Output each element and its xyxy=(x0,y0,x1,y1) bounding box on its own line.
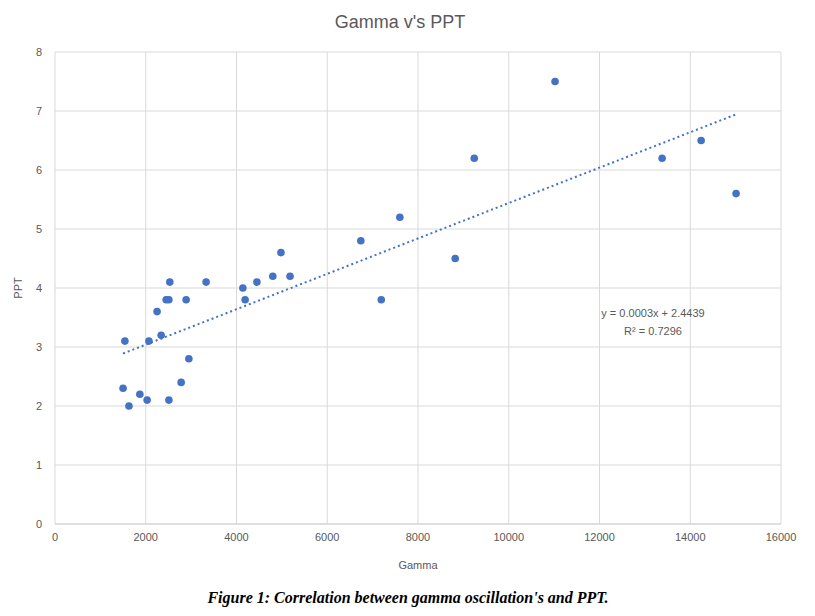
x-grid-line xyxy=(690,52,691,524)
scatter-point xyxy=(202,278,210,286)
scatter-point xyxy=(165,296,173,304)
scatter-point xyxy=(286,272,294,280)
x-tick-label: 8000 xyxy=(406,531,430,543)
y-tick-label: 3 xyxy=(36,341,42,353)
scatter-point xyxy=(153,308,161,316)
x-grid-line xyxy=(55,52,56,524)
scatter-point xyxy=(166,278,174,286)
x-grid-line xyxy=(508,52,509,524)
scatter-point xyxy=(269,272,277,280)
x-tick-label: 4000 xyxy=(224,531,248,543)
y-tick-label: 7 xyxy=(36,105,42,117)
scatter-point xyxy=(121,337,129,345)
x-grid-line xyxy=(418,52,419,524)
scatter-point xyxy=(182,296,190,304)
scatter-point xyxy=(239,284,247,292)
x-grid-line xyxy=(145,52,146,524)
grid xyxy=(55,52,781,524)
x-grid-line xyxy=(599,52,600,524)
title: Gamma v's PPT xyxy=(335,12,465,32)
x-tick-label: 10000 xyxy=(493,531,524,543)
caption: Figure 1: Correlation between gamma osci… xyxy=(206,589,608,607)
scatter-point xyxy=(396,213,404,221)
annotation: y = 0.0003x + 2.4439 xyxy=(601,307,704,319)
scatter-point xyxy=(697,137,705,145)
x-grid-line xyxy=(236,52,237,524)
x-tick-label: 12000 xyxy=(584,531,615,543)
x-grid-line xyxy=(327,52,328,524)
scatter-point xyxy=(241,296,249,304)
y-tick-label: 1 xyxy=(36,459,42,471)
x-axis-label: Gamma xyxy=(398,559,438,571)
y-tick-label: 0 xyxy=(36,518,42,530)
scatter-point xyxy=(119,385,127,393)
x-tick-label: 6000 xyxy=(315,531,339,543)
trend-line xyxy=(123,115,736,354)
x-tick-label: 14000 xyxy=(675,531,706,543)
scatter-point xyxy=(551,78,559,86)
scatter-point xyxy=(253,278,261,286)
x-tick-label: 2000 xyxy=(134,531,158,543)
x-tick-label: 16000 xyxy=(766,531,797,543)
scatter-point xyxy=(470,154,478,162)
scatter-point xyxy=(185,355,193,363)
y-tick-label: 2 xyxy=(36,400,42,412)
y-tick-label: 4 xyxy=(36,282,42,294)
scatter-point xyxy=(165,396,173,404)
scatter-point xyxy=(136,390,144,398)
x-grid-line xyxy=(781,52,782,524)
scatter-point xyxy=(732,190,740,198)
y-axis-label: PPT xyxy=(12,277,24,299)
y-tick-label: 6 xyxy=(36,164,42,176)
chart: Gamma v's PPT 0 1 2 3 4 5 6 7 8 0 2000 4000 6000 8000 1… xyxy=(0,0,815,616)
y-tick-label: 8 xyxy=(36,46,42,58)
y-tick-label: 5 xyxy=(36,223,42,235)
scatter-point xyxy=(658,154,666,162)
scatter-point xyxy=(377,296,385,304)
scatter-point xyxy=(177,379,185,387)
scatter-point xyxy=(277,249,285,257)
scatter-point xyxy=(143,396,151,404)
marks xyxy=(119,78,740,410)
annotation: R² = 0.7296 xyxy=(624,325,682,337)
scatter-point xyxy=(125,402,133,410)
scatter-point xyxy=(357,237,365,245)
x-tick-label: 0 xyxy=(52,531,58,543)
scatter-point xyxy=(451,255,459,263)
